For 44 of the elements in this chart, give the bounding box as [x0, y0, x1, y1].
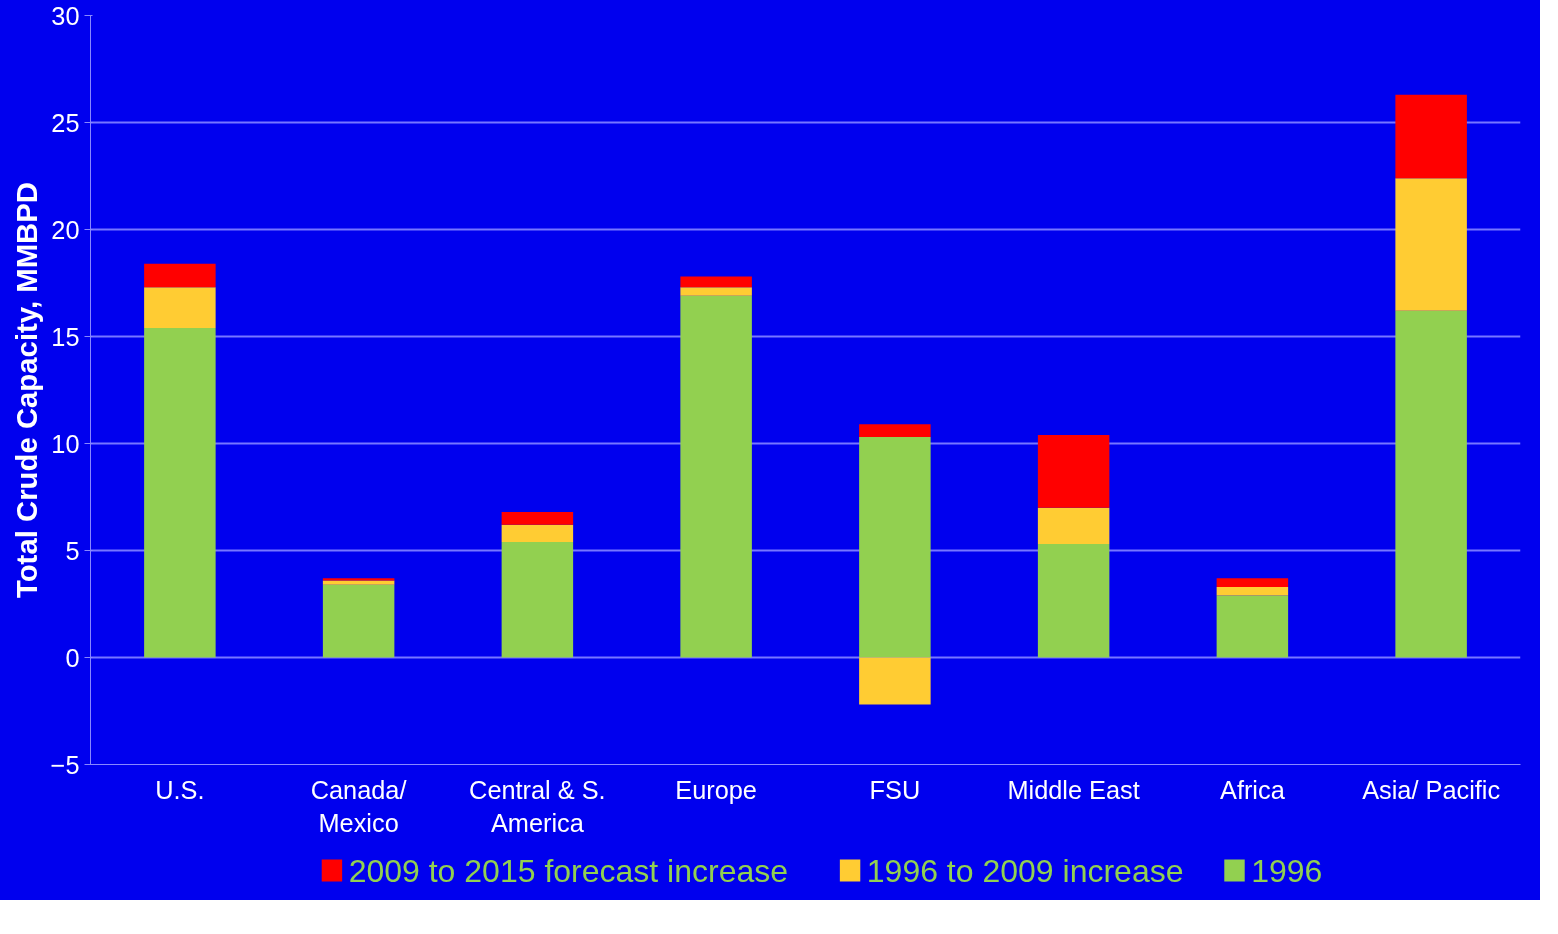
x-tick-label: Central & S. America [469, 775, 606, 838]
bar [322, 578, 395, 581]
y-tick-label: 0 [65, 643, 80, 672]
legend-label: 2009 to 2015 forecast increase [348, 852, 789, 889]
y-tick-label: 15 [51, 322, 80, 351]
legend-label: 1996 to 2009 increase [866, 852, 1184, 889]
y-tick-label: 30 [51, 1, 80, 30]
bar [1037, 434, 1110, 508]
y-tick-label: 5 [65, 536, 80, 565]
bar [501, 541, 574, 658]
bar [1395, 94, 1467, 179]
bar [144, 287, 216, 328]
x-tick-label: Europe [675, 775, 757, 804]
bar [1216, 578, 1289, 587]
bar [144, 263, 216, 288]
bar [1216, 586, 1289, 596]
bar [1037, 507, 1110, 545]
bar [1395, 310, 1467, 658]
x-tick-label: Asia/ Pacific [1362, 775, 1501, 804]
bar [144, 327, 216, 658]
bar [1037, 544, 1110, 658]
bar [680, 287, 752, 296]
x-tick-label: Middle East [1007, 775, 1140, 804]
bar [859, 424, 931, 438]
bar [1216, 595, 1289, 658]
y-tick-label: 10 [51, 429, 80, 458]
x-tick-label: U.S. [155, 775, 205, 804]
bar [322, 584, 395, 658]
bar [859, 657, 931, 705]
bar [859, 437, 931, 658]
bar [322, 580, 395, 585]
x-tick-label: Africa [1220, 775, 1286, 804]
bar [1395, 178, 1467, 311]
y-tick-label: −5 [50, 750, 80, 779]
legend-label: 1996 [1251, 852, 1323, 889]
y-tick-label: 25 [51, 108, 80, 137]
x-tick-label: FSU [869, 775, 921, 804]
y-tick-label: 20 [51, 215, 80, 244]
bar [680, 276, 752, 288]
bar [501, 511, 574, 525]
y-axis-title: Total Crude Capacity, MMBPD [9, 181, 43, 599]
bar [680, 295, 752, 658]
x-tick-label: Canada/ Mexico [310, 775, 408, 838]
bar [501, 524, 574, 542]
